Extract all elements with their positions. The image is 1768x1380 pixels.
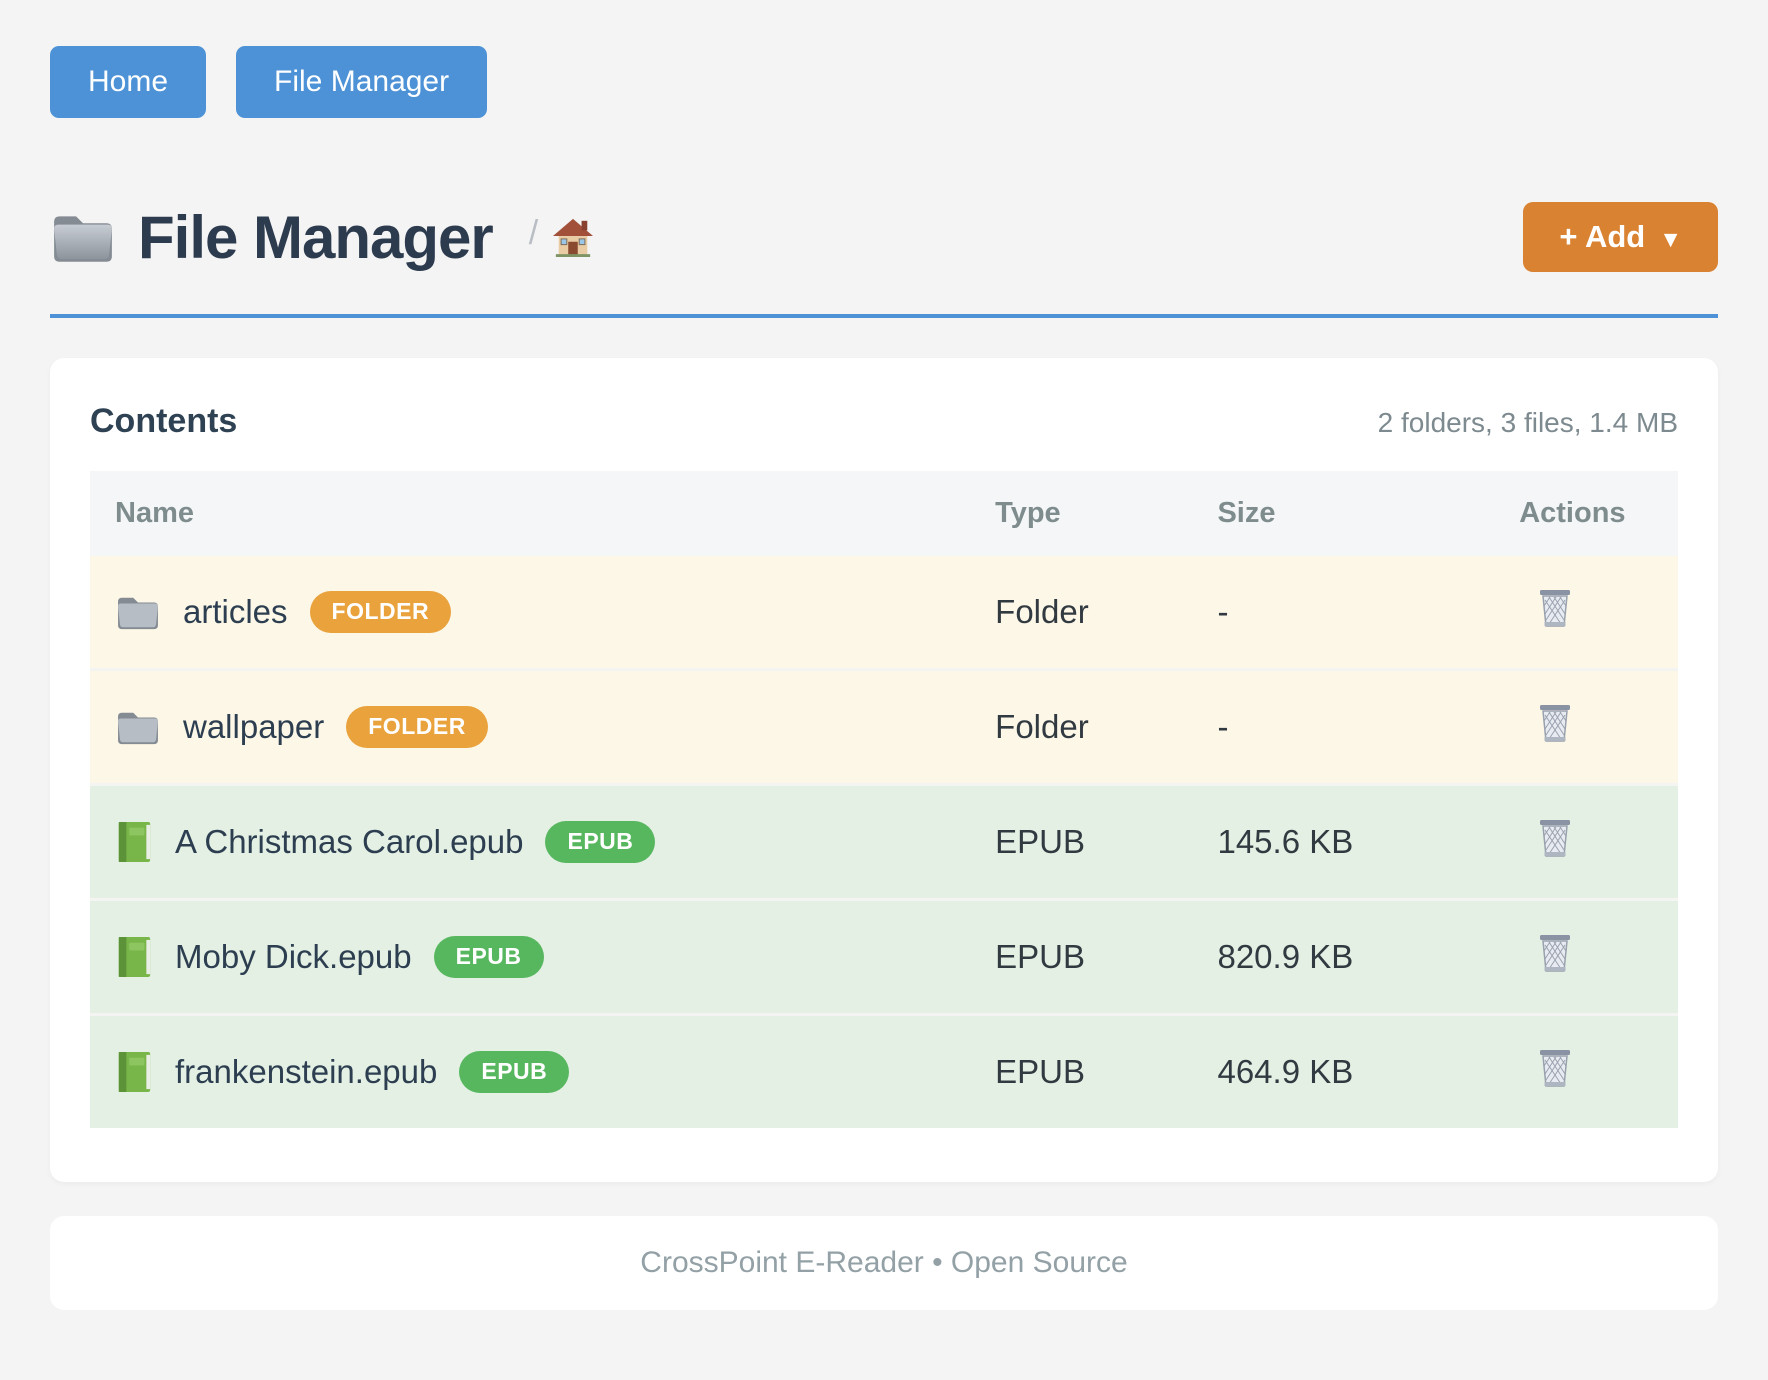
page-header: File Manager / + Add ▼ <box>50 202 1718 272</box>
folder-icon <box>50 209 116 265</box>
table-row[interactable]: Moby Dick.epub EPUB EPUB 820.9 KB <box>90 899 1678 1015</box>
file-type-badge: EPUB <box>545 821 656 863</box>
trash-icon <box>1537 588 1573 628</box>
delete-button[interactable] <box>1537 588 1573 631</box>
delete-button[interactable] <box>1537 1048 1573 1091</box>
contents-title: Contents <box>90 402 238 440</box>
file-type: EPUB <box>995 938 1086 975</box>
file-name[interactable]: articles <box>183 592 288 630</box>
files-table: Name Type Size Actions <box>90 471 1678 1128</box>
top-nav: Home File Manager <box>50 0 1718 118</box>
page-title: File Manager <box>138 203 494 271</box>
file-type: EPUB <box>995 823 1086 860</box>
title-underline <box>50 314 1718 318</box>
chevron-down-icon: ▼ <box>1659 225 1682 252</box>
home-button[interactable]: Home <box>50 46 207 118</box>
trash-icon <box>1537 1048 1573 1088</box>
trash-icon <box>1537 933 1573 973</box>
breadcrumb: / <box>529 214 594 261</box>
contents-header: Contents 2 folders, 3 files, 1.4 MB <box>90 402 1678 441</box>
table-header: Name Type Size Actions <box>90 471 1678 556</box>
folder-icon <box>115 593 161 631</box>
folder-icon <box>115 708 161 746</box>
add-button[interactable]: + Add ▼ <box>1523 202 1718 272</box>
file-name[interactable]: frankenstein.epub <box>175 1053 438 1090</box>
book-icon <box>115 935 153 979</box>
delete-button[interactable] <box>1537 933 1573 976</box>
file-size: - <box>1217 593 1229 630</box>
house-icon[interactable] <box>552 217 594 257</box>
file-manager-button[interactable]: File Manager <box>236 46 488 118</box>
delete-button[interactable] <box>1537 818 1573 861</box>
file-type-badge: EPUB <box>459 1051 570 1093</box>
trash-icon <box>1537 818 1573 858</box>
column-header-type: Type <box>995 497 1061 529</box>
contents-card: Contents 2 folders, 3 files, 1.4 MB Name… <box>50 358 1718 1182</box>
file-type: Folder <box>995 708 1089 745</box>
file-type-badge: EPUB <box>433 936 544 978</box>
trash-icon <box>1537 703 1573 743</box>
file-type: EPUB <box>995 1053 1086 1090</box>
file-type-badge: FOLDER <box>346 706 488 748</box>
table-row[interactable]: wallpaper FOLDER Folder - <box>90 669 1678 785</box>
column-header-name: Name <box>115 497 194 529</box>
table-row[interactable]: A Christmas Carol.epub EPUB EPUB 145.6 K… <box>90 784 1678 900</box>
contents-summary: 2 folders, 3 files, 1.4 MB <box>1377 407 1678 438</box>
file-size: 464.9 KB <box>1217 1053 1354 1090</box>
file-name[interactable]: A Christmas Carol.epub <box>175 823 524 860</box>
add-button-label: + Add <box>1559 219 1646 254</box>
file-name[interactable]: wallpaper <box>183 707 325 745</box>
table-body: articles FOLDER Folder - <box>90 556 1678 1128</box>
table-row[interactable]: articles FOLDER Folder - <box>90 556 1678 670</box>
file-type-badge: FOLDER <box>309 591 452 633</box>
file-size: 145.6 KB <box>1217 823 1354 860</box>
file-manager-page: Home File Manager File Manager / <box>50 0 1718 1310</box>
column-header-actions: Actions <box>1519 497 1626 529</box>
column-header-size: Size <box>1217 497 1276 529</box>
book-icon <box>115 1050 153 1094</box>
breadcrumb-separator: / <box>528 213 539 252</box>
footer-text: CrossPoint E-Reader • Open Source <box>640 1246 1128 1279</box>
title-group: File Manager / <box>50 203 594 272</box>
file-name[interactable]: Moby Dick.epub <box>175 938 412 975</box>
table-row[interactable]: frankenstein.epub EPUB EPUB 464.9 KB <box>90 1014 1678 1128</box>
book-icon <box>115 820 153 864</box>
file-size: 820.9 KB <box>1217 938 1354 975</box>
file-size: - <box>1217 708 1229 745</box>
file-type: Folder <box>995 593 1089 630</box>
delete-button[interactable] <box>1537 703 1573 746</box>
footer: CrossPoint E-Reader • Open Source <box>50 1216 1718 1310</box>
